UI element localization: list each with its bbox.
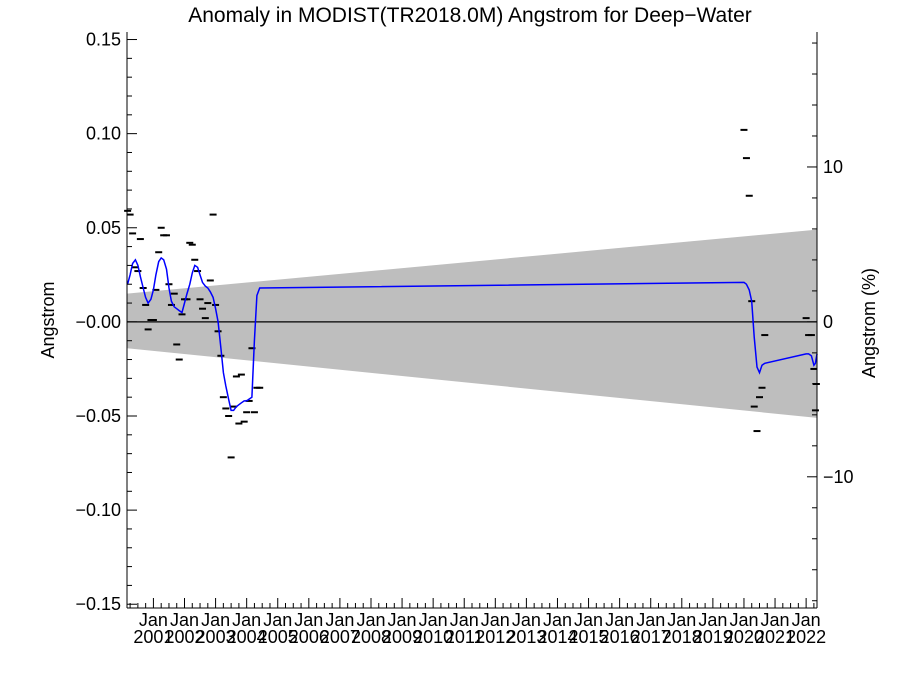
confidence-band-layer	[127, 229, 817, 418]
y-tick-label: −0.05	[75, 406, 121, 426]
x-tick-label-year: 2005	[258, 627, 298, 647]
x-tick-label-year: 2001	[133, 627, 173, 647]
x-tick-label-year: 2007	[320, 627, 360, 647]
x-tick-label-month: Jan	[325, 610, 354, 630]
y-tick-label: −0.10	[75, 500, 121, 520]
x-tick-label-month: Jan	[667, 610, 696, 630]
x-tick-label-month: Jan	[294, 610, 323, 630]
x-tick-label-year: 2018	[662, 627, 702, 647]
y-right-tick-label: −10	[823, 467, 854, 487]
x-tick-label-month: Jan	[263, 610, 292, 630]
confidence-band	[127, 229, 817, 418]
x-tick-label-month: Jan	[605, 610, 634, 630]
y-right-tick-label: 0	[823, 312, 833, 332]
x-tick-label-year: 2008	[351, 627, 391, 647]
x-tick-label-year: 2003	[196, 627, 236, 647]
y-tick-label: 0.15	[86, 30, 121, 50]
y-tick-label: −0.15	[75, 594, 121, 614]
x-tick-label-year: 2017	[631, 627, 671, 647]
x-tick-label-month: Jan	[450, 610, 479, 630]
x-tick-label-month: Jan	[356, 610, 385, 630]
x-tick-label-year: 2019	[693, 627, 733, 647]
x-tick-label-year: 2011	[445, 627, 484, 647]
x-tick-label-year: 2016	[600, 627, 640, 647]
y-tick-label: 0.10	[86, 124, 121, 144]
y-right-tick-label: 10	[823, 157, 843, 177]
x-tick-label-year: 2006	[289, 627, 329, 647]
x-tick-label-year: 2009	[382, 627, 422, 647]
x-tick-label-month: Jan	[139, 610, 168, 630]
x-tick-label-month: Jan	[388, 610, 417, 630]
y-tick-label: 0.05	[86, 218, 121, 238]
x-tick-label-month: Jan	[574, 610, 603, 630]
y-axis-label: Angstrom	[38, 281, 58, 358]
data-line-layer	[126, 256, 818, 412]
x-tick-label-month: Jan	[512, 610, 541, 630]
x-tick-label-year: 2015	[569, 627, 609, 647]
x-tick-label-month: Jan	[729, 610, 758, 630]
x-tick-label-year: 2004	[227, 627, 267, 647]
x-tick-label-year: 2002	[164, 627, 204, 647]
x-tick-label-month: Jan	[792, 610, 821, 630]
x-tick-label-year: 2020	[724, 627, 764, 647]
ticks-layer: 0.15 0.10 0.05 −0.00 −0.05 −0.10 −0.15 10 0 −10 Ja…	[75, 30, 853, 647]
y-axis-right-label: Angstrom (%)	[859, 268, 879, 378]
x-tick-label-month: Jan	[761, 610, 790, 630]
x-tick-label-month: Jan	[170, 610, 199, 630]
x-tick-label-month: Jan	[232, 610, 261, 630]
x-tick-label-year: 2010	[413, 627, 453, 647]
x-tick-label-month: Jan	[419, 610, 448, 630]
x-tick-label-year: 2012	[475, 627, 515, 647]
x-tick-label-year: 2013	[506, 627, 546, 647]
x-tick-label-year: 2014	[537, 627, 577, 647]
chart-title: Anomaly in MODIST(TR2018.0M) Angstrom fo…	[188, 4, 752, 27]
series-line	[126, 256, 818, 412]
x-tick-label-year: 2022	[786, 627, 826, 647]
x-tick-label-year: 2021	[755, 627, 795, 647]
x-tick-label-month: Jan	[543, 610, 572, 630]
x-tick-label-month: Jan	[201, 610, 230, 630]
x-tick-label-month: Jan	[481, 610, 510, 630]
y-tick-label: −0.00	[75, 312, 121, 332]
x-tick-label-month: Jan	[636, 610, 665, 630]
data-markers-layer	[124, 128, 820, 459]
x-tick-label-month: Jan	[698, 610, 727, 630]
